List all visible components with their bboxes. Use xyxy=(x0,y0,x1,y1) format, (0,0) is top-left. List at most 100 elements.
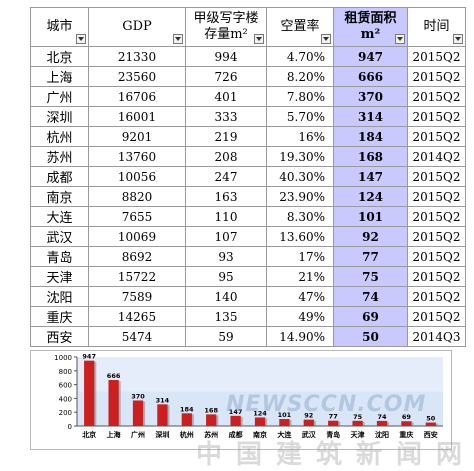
data-label: 50 xyxy=(426,415,436,423)
cell-rent: 69 xyxy=(333,306,408,327)
header-vacancy-label: 空置率 xyxy=(280,19,320,34)
x-tick-label: 杭州 xyxy=(180,430,194,439)
table-row: 杭州 9201 219 16% 184 2015Q2 xyxy=(30,126,466,147)
cell-gdp: 16001 xyxy=(88,106,186,127)
cell-time: 2015Q2 xyxy=(407,246,466,267)
bar xyxy=(181,413,192,426)
x-tick-label: 南京 xyxy=(253,430,267,439)
x-tick-label: 上海 xyxy=(107,430,121,439)
cell-gdp: 8820 xyxy=(88,186,186,207)
cell-city: 上海 xyxy=(30,66,89,87)
cell-stock: 110 xyxy=(185,206,267,227)
cell-rent: 101 xyxy=(333,206,408,227)
cell-city: 北京 xyxy=(30,46,89,67)
cell-time: 2015Q2 xyxy=(407,206,466,227)
header-city: 城市 xyxy=(30,7,89,47)
chart-svg: 0 200 400 600 800 1000 947 北京 666 上海 370 广州 314 深圳 184… xyxy=(54,353,443,439)
plot-area-highlight xyxy=(77,357,443,392)
data-label: 92 xyxy=(304,412,313,420)
table-row: 上海 23560 726 8.20% 666 2015Q2 xyxy=(30,66,466,87)
filter-city-dropdown-icon[interactable] xyxy=(76,34,86,44)
cell-time: 2015Q2 xyxy=(407,126,466,147)
cell-time: 2015Q2 xyxy=(407,186,466,207)
cell-rent: 92 xyxy=(333,226,408,247)
cell-vacancy: 17% xyxy=(266,246,334,267)
cell-stock: 726 xyxy=(185,66,267,87)
x-tick-label: 成都 xyxy=(229,430,243,439)
header-stock-label: 甲级写字楼 存量m² xyxy=(193,11,258,43)
cell-time: 2015Q2 xyxy=(407,286,466,307)
bar xyxy=(84,360,95,426)
x-tick-label: 深圳 xyxy=(155,430,169,439)
data-label: 101 xyxy=(278,411,292,419)
cell-stock: 107 xyxy=(185,226,267,247)
table-row: 青岛 8692 93 17% 77 2015Q2 xyxy=(30,246,466,267)
cell-rent: 370 xyxy=(333,86,408,107)
header-rent-line1: 租赁面积 xyxy=(344,11,397,26)
x-tick-label: 北京 xyxy=(82,430,96,439)
table-row: 天津 15722 95 21% 75 2015Q2 xyxy=(30,266,466,287)
filter-stock-dropdown-icon[interactable] xyxy=(254,34,264,44)
cell-city: 沈阳 xyxy=(30,286,89,307)
x-tick-label: 青岛 xyxy=(326,430,340,439)
data-label: 947 xyxy=(82,353,96,361)
cell-rent: 666 xyxy=(333,66,408,87)
bar xyxy=(206,414,217,426)
cell-gdp: 10069 xyxy=(88,226,186,247)
cell-city: 广州 xyxy=(30,86,89,107)
table-row: 沈阳 7589 140 47% 74 2015Q2 xyxy=(30,286,466,307)
cell-gdp: 7655 xyxy=(88,206,186,227)
cell-gdp: 14265 xyxy=(88,306,186,327)
table-header-row: 城市 GDP 甲级写字楼 存量m² 空置率 租赁面积 xyxy=(30,7,466,47)
cell-time: 2015Q2 xyxy=(407,266,466,287)
bar xyxy=(132,400,144,426)
header-rent-line2: m² xyxy=(360,27,381,42)
cell-city: 大连 xyxy=(30,206,89,227)
x-tick-label: 天津 xyxy=(351,430,365,439)
cell-gdp: 5474 xyxy=(88,326,186,347)
filter-vacancy-dropdown-icon[interactable] xyxy=(321,34,331,44)
bar xyxy=(352,420,363,426)
cell-stock: 163 xyxy=(185,186,267,207)
cell-rent: 74 xyxy=(333,286,408,307)
y-tick-label: 1000 xyxy=(54,354,72,362)
cell-city: 重庆 xyxy=(30,306,89,327)
bar xyxy=(425,422,436,426)
filter-gdp-dropdown-icon[interactable] xyxy=(173,34,183,44)
x-tick-label: 大连 xyxy=(277,430,292,439)
cell-time: 2015Q2 xyxy=(407,66,466,87)
office-rent-table: 城市 GDP 甲级写字楼 存量m² 空置率 租赁面积 xyxy=(30,7,466,347)
cell-stock: 994 xyxy=(185,46,267,67)
cell-vacancy: 49% xyxy=(266,306,334,327)
bar xyxy=(254,417,266,426)
data-label: 74 xyxy=(377,413,387,421)
cell-time: 2015Q2 xyxy=(407,306,466,327)
table-row: 大连 7655 110 8.30% 101 2015Q2 xyxy=(30,206,466,227)
header-time-label: 时间 xyxy=(423,19,450,34)
cell-city: 青岛 xyxy=(30,246,89,267)
data-label: 666 xyxy=(107,372,121,380)
x-tick-label: 西安 xyxy=(424,430,438,439)
cell-city: 武汉 xyxy=(30,226,89,247)
cell-stock: 140 xyxy=(185,286,267,307)
header-rent-label: 租赁面积 m² xyxy=(344,11,396,43)
table-row: 广州 16706 401 7.80% 370 2015Q2 xyxy=(30,86,466,107)
filter-time-dropdown-icon[interactable] xyxy=(453,34,463,44)
cell-stock: 247 xyxy=(185,166,267,187)
filter-rent-dropdown-icon[interactable] xyxy=(395,34,405,44)
bar xyxy=(157,404,168,426)
bar xyxy=(376,420,388,426)
cell-rent: 77 xyxy=(333,246,408,267)
cell-city: 南京 xyxy=(30,186,89,207)
cell-time: 2014Q2 xyxy=(407,146,466,167)
cell-time: 2014Q3 xyxy=(407,326,466,347)
cell-vacancy: 14.90% xyxy=(266,326,334,347)
cell-vacancy: 7.80% xyxy=(266,86,334,107)
watermark-cn: 中国建筑新闻网 xyxy=(196,440,474,470)
table-row: 武汉 10069 107 13.60% 92 2015Q2 xyxy=(30,226,466,247)
data-label: 168 xyxy=(204,406,218,414)
header-time: 时间 xyxy=(407,7,466,47)
data-label: 370 xyxy=(131,392,145,400)
header-city-label: 城市 xyxy=(46,19,73,34)
cell-stock: 208 xyxy=(185,146,267,167)
